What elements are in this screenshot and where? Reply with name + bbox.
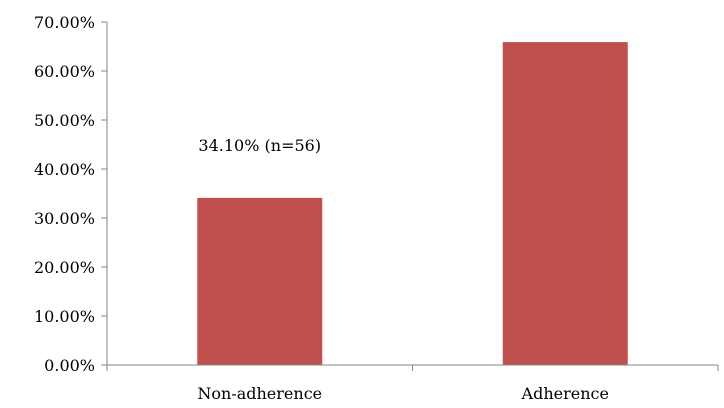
y-axis: 0.00% 10.00% 20.00% 30.00% 40.00% 50.00% 60.00… xyxy=(34,13,108,375)
bar-non-adherence xyxy=(197,197,323,365)
x-tick-label: Adherence xyxy=(521,384,609,403)
x-axis: Non-adherence Adherence xyxy=(106,364,719,403)
y-tick-label: 30.00% xyxy=(34,209,95,228)
y-tick-label: 20.00% xyxy=(34,258,95,277)
bar-adherence xyxy=(502,42,628,366)
y-tick-label: 40.00% xyxy=(34,160,95,179)
bars xyxy=(197,42,628,366)
data-labels: 34.10% (n=56)65.90% (n=108) xyxy=(198,136,321,155)
data-label: 34.10% (n=56) xyxy=(198,136,321,155)
y-tick-label: 60.00% xyxy=(34,62,95,81)
x-tick-label: Non-adherence xyxy=(197,384,322,403)
y-tick-label: 70.00% xyxy=(34,13,95,32)
y-tick-label: 10.00% xyxy=(34,307,95,326)
y-tick-label: 0.00% xyxy=(44,356,95,375)
y-tick-label: 50.00% xyxy=(34,111,95,130)
